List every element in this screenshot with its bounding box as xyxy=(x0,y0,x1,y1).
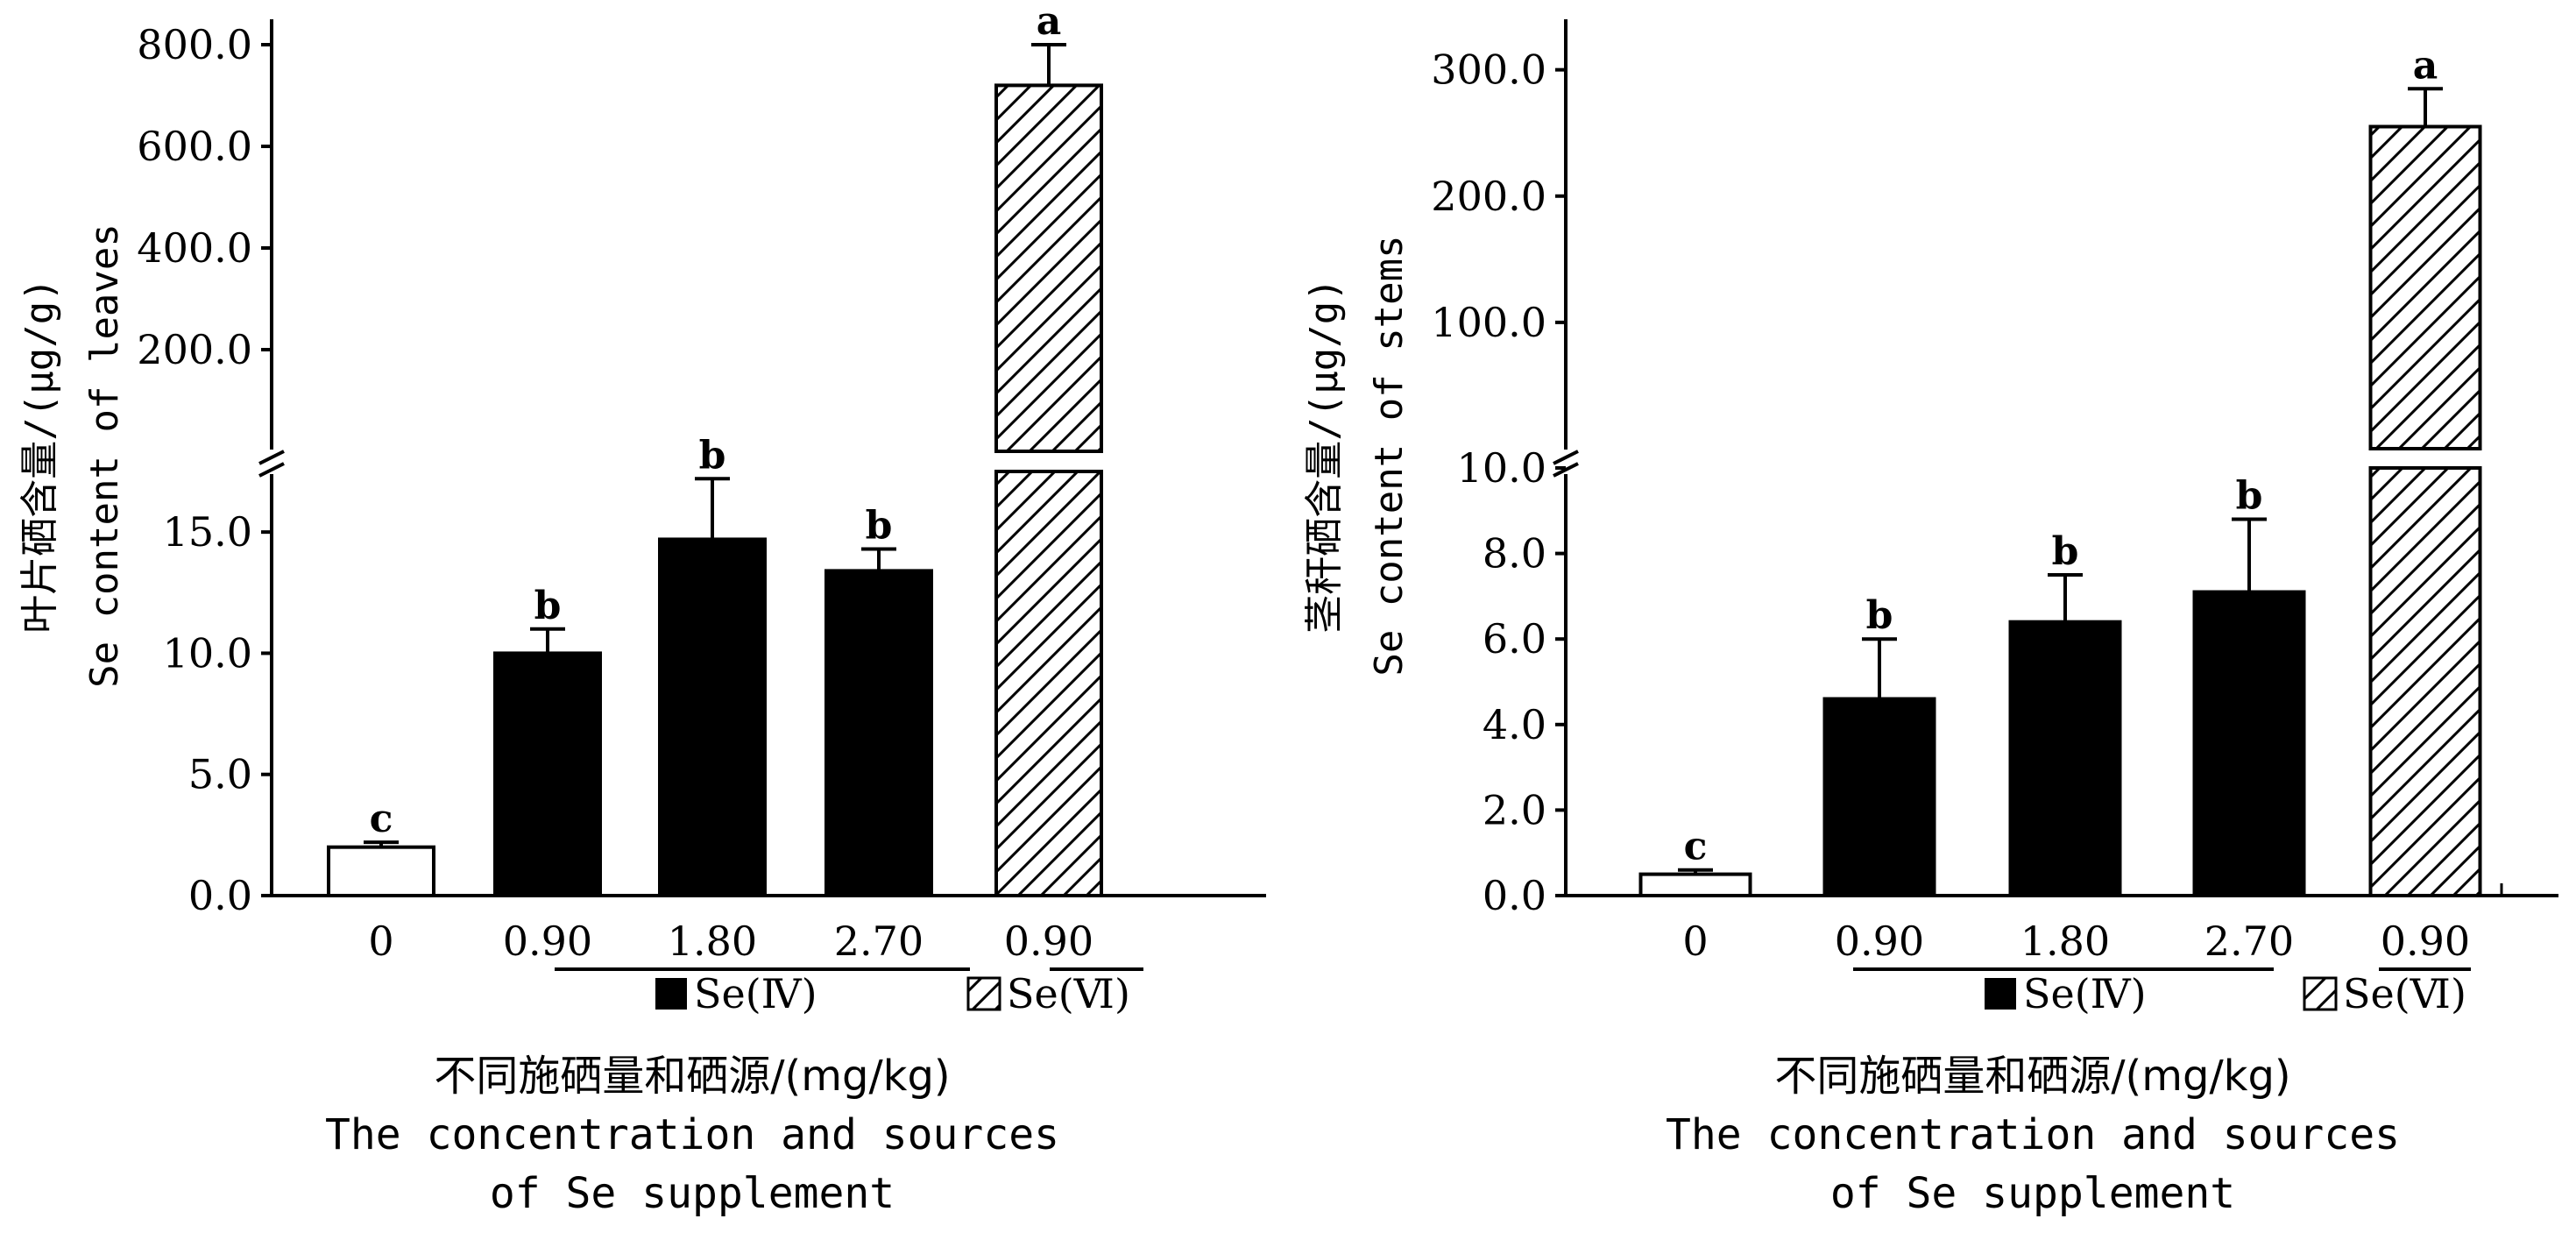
y-tick-label: 4.0 xyxy=(1483,701,1546,748)
y-tick-label: 200.0 xyxy=(1431,173,1546,220)
legend-label-se6: Se(Ⅵ) xyxy=(1007,970,1130,1017)
y-tick-label: 0.0 xyxy=(1483,872,1546,919)
bar xyxy=(994,83,1103,454)
y-axis-title-en: Se content of stems xyxy=(1367,235,1412,676)
bar xyxy=(2368,124,2482,450)
y-tick-label: 400.0 xyxy=(137,224,252,272)
x-tick-label: 2.70 xyxy=(834,918,924,965)
significance-letter: b xyxy=(1866,593,1893,638)
legend-swatch-se6 xyxy=(966,976,1001,1011)
y-tick-label: 800.0 xyxy=(137,21,252,68)
significance-letter: b xyxy=(534,584,562,628)
x-tick-label: 0.90 xyxy=(503,918,592,965)
legend-swatch-se4 xyxy=(655,978,687,1010)
legend-swatch-se4 xyxy=(1985,978,2016,1010)
y-tick-label: 6.0 xyxy=(1483,615,1546,663)
significance-letter: b xyxy=(2236,474,2263,519)
bar xyxy=(327,845,435,898)
significance-letter: b xyxy=(699,433,726,478)
x-tick-label: 0.90 xyxy=(1835,918,1924,965)
bar xyxy=(658,537,767,897)
bar xyxy=(2192,590,2306,898)
y-tick-label: 2.0 xyxy=(1483,786,1546,833)
significance-letter: a xyxy=(2413,43,2438,88)
bar xyxy=(994,470,1103,897)
x-tick-label: 0.90 xyxy=(2381,918,2470,965)
bar xyxy=(2008,620,2122,897)
y-axis-title-en: Se content of leaves xyxy=(82,223,127,688)
legend-label-se6: Se(Ⅵ) xyxy=(2343,970,2466,1017)
y-axis-title-cn: 叶片硒含量/(µg/g) xyxy=(18,278,62,633)
y-tick-label: 600.0 xyxy=(137,123,252,170)
x-axis-title-cn: 不同施硒量和硒源/(mg/kg) xyxy=(434,1052,950,1101)
bar xyxy=(2368,466,2482,897)
bar xyxy=(824,569,933,897)
bar xyxy=(1638,872,1752,897)
x-tick-label: 0 xyxy=(368,918,393,965)
y-axis-title-cn: 茎秆硒含量/(µg/g) xyxy=(1302,278,1347,633)
legend-label-se4: Se(Ⅳ) xyxy=(2023,970,2147,1017)
y-tick-label: 200.0 xyxy=(137,326,252,373)
bar xyxy=(1822,697,1936,898)
y-tick-label: 0.0 xyxy=(188,872,252,919)
x-tick-label: 0 xyxy=(1682,918,1708,965)
y-tick-label: 100.0 xyxy=(1431,299,1546,346)
y-tick-label: 15.0 xyxy=(163,508,252,556)
x-axis-title-en-line1: The concentration and sources xyxy=(325,1110,1059,1159)
significance-letter: b xyxy=(866,504,893,549)
y-tick-label: 10.0 xyxy=(1457,444,1546,492)
x-tick-label: 2.70 xyxy=(2204,918,2294,965)
y-tick-label: 5.0 xyxy=(188,751,252,798)
chart-panel-leaves: 0.0 5.0 10.0 15.0 200.0 400.0 600.0 800.0 c 0 b 0.9… xyxy=(18,0,1266,1218)
axis-break-mark xyxy=(1553,450,1579,478)
x-axis-title-cn: 不同施硒量和硒源/(mg/kg) xyxy=(1774,1052,2290,1101)
x-axis-title-en-line1: The concentration and sources xyxy=(1666,1110,2400,1159)
significance-letter: b xyxy=(2052,529,2079,574)
x-tick-label: 0.90 xyxy=(1004,918,1093,965)
chart-panel-stems: 0.0 2.0 4.0 6.0 8.0 10.0 100.0 200.0 300.0 c 0 b 0.9… xyxy=(1302,19,2558,1218)
axis-break-mark xyxy=(258,450,285,478)
legend-label-se4: Se(Ⅳ) xyxy=(694,970,817,1017)
y-tick-label: 10.0 xyxy=(163,629,252,677)
significance-letter: a xyxy=(1037,0,1062,44)
x-axis-title-en-line2: of Se supplement xyxy=(490,1169,895,1218)
bar xyxy=(493,651,602,898)
significance-letter: c xyxy=(1684,825,1708,869)
x-tick-label: 1.80 xyxy=(2020,918,2110,965)
y-tick-label: 8.0 xyxy=(1483,530,1546,577)
x-axis-title-en-line2: of Se supplement xyxy=(1830,1169,2235,1218)
legend-swatch-se6 xyxy=(2303,976,2338,1011)
y-tick-label: 300.0 xyxy=(1431,46,1546,94)
x-tick-label: 1.80 xyxy=(668,918,757,965)
significance-letter: c xyxy=(370,797,393,841)
